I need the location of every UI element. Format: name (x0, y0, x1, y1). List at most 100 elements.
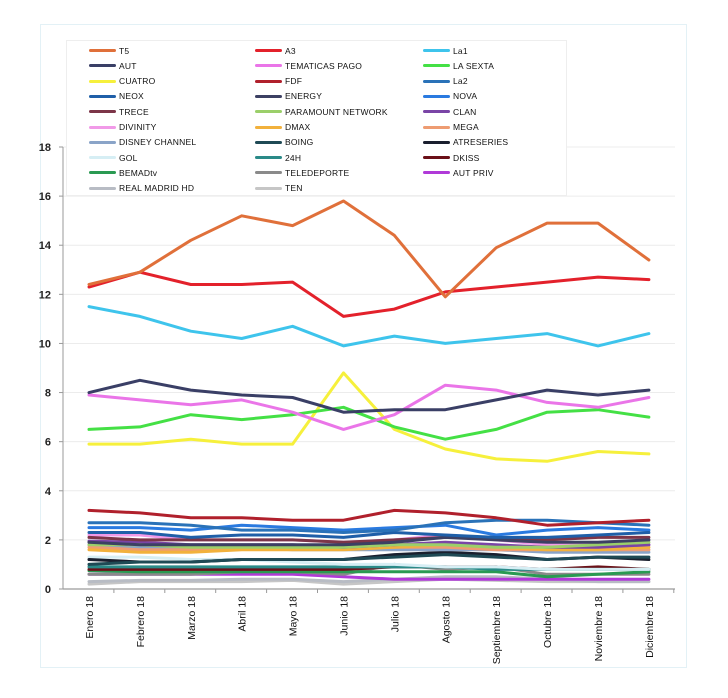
legend-item: DKISS (423, 150, 480, 165)
legend-swatch (423, 64, 450, 68)
series-line-la-sexta (87, 405, 651, 441)
legend-item: 24H (255, 150, 301, 165)
legend-label: CLAN (453, 106, 477, 117)
legend-label: PARAMOUNT NETWORK (285, 106, 388, 117)
legend-item: ENERGY (255, 89, 322, 104)
legend-item: DMAX (255, 120, 310, 135)
legend-item: A3 (255, 43, 296, 58)
y-tick-label: 0 (45, 584, 51, 596)
series-line-la2 (87, 518, 651, 534)
legend-label: ENERGY (285, 91, 323, 102)
x-tick-label: Mayo 18 (288, 596, 300, 636)
legend-item: La1 (423, 43, 468, 58)
legend-label: NOVA (453, 91, 478, 102)
y-tick-label: 6 (45, 437, 51, 449)
legend-label: TRECE (119, 106, 149, 117)
series-line-gol (87, 555, 651, 571)
x-tick-label: Noviembre 18 (593, 596, 605, 662)
x-tick-labels: Enero 18 Febrero 18 Marzo 18 Abril 18 Mayo 1… (84, 596, 656, 664)
series-line-t5 (87, 199, 651, 299)
legend-label: CUATRO (119, 76, 156, 87)
x-tick-label: Junio 18 (339, 596, 351, 636)
legend-item: TEN (255, 181, 303, 196)
series-line-la1 (87, 305, 651, 348)
legend-item: AUT PRIV (423, 165, 494, 180)
y-tick-label: 2 (45, 535, 51, 547)
legend-label: AUT PRIV (453, 167, 494, 178)
y-tick-label: 12 (39, 289, 51, 301)
x-tick-label: Septiembre 18 (491, 596, 503, 664)
legend-swatch (89, 110, 116, 114)
legend-swatch (423, 110, 450, 114)
legend-label: TELEDEPORTE (285, 167, 350, 178)
legend-label: La1 (453, 45, 468, 56)
y-tick-label: 4 (45, 486, 52, 498)
legend-swatch (423, 171, 450, 175)
y-tick-labels: 0 2 4 6 8 10 12 14 16 18 (39, 142, 52, 596)
series-line-fdf (87, 508, 651, 527)
legend-swatch (255, 125, 282, 129)
x-tick-label: Marzo 18 (186, 596, 198, 640)
x-tick-label: Octubre 18 (542, 596, 554, 648)
legend-label: La2 (453, 76, 468, 87)
x-tick-label: Febrero 18 (135, 596, 147, 648)
legend-item: AUT (89, 58, 137, 73)
legend-swatch (423, 94, 450, 98)
series-line-energy (87, 535, 651, 547)
legend-swatch (89, 156, 116, 160)
y-tick-label: 18 (39, 142, 51, 154)
legend-swatch (255, 156, 282, 160)
y-tick-label: 14 (39, 240, 52, 252)
legend-item: LA SEXTA (423, 58, 494, 73)
legend-label: DMAX (285, 122, 311, 132)
legend-label: GOL (119, 152, 138, 163)
legend-item: PARAMOUNT NETWORK (255, 104, 388, 119)
legend-label: REAL MADRID HD (119, 183, 195, 194)
legend-item: GOL (89, 150, 138, 165)
legend-swatch (255, 49, 282, 52)
legend-label: MEGA (453, 122, 479, 132)
series-line-dmax (87, 543, 651, 554)
legend-swatch (255, 186, 282, 190)
series-line-boing (87, 553, 651, 566)
series-line-a3 (87, 270, 651, 318)
legend-label: NEOX (119, 91, 144, 102)
legend-swatch (423, 140, 450, 144)
x-tick-label: Julio 18 (389, 596, 401, 632)
series-line-trece (87, 535, 651, 544)
y-tick-label: 10 (39, 338, 51, 350)
legend-item: TELEDEPORTE (255, 165, 349, 180)
legend-swatch (423, 156, 450, 160)
legend-item: MEGA (423, 120, 479, 135)
series-line-neox (87, 531, 651, 539)
series-lines (87, 199, 651, 586)
legend-item: CUATRO (89, 74, 155, 89)
legend-item: FDF (255, 74, 302, 89)
y-tick-label: 16 (39, 191, 51, 203)
x-tick-label: Agosto 18 (440, 596, 452, 643)
legend-label: TEN (285, 183, 303, 194)
x-tick-label: Diciembre 18 (644, 596, 656, 658)
legend-label: DIVINITY (119, 122, 157, 132)
legend-swatch (89, 140, 116, 144)
legend-item: REAL MADRID HD (89, 181, 194, 196)
axes (59, 146, 675, 593)
legend-item: T5 (89, 43, 129, 58)
legend-item: ATRESERIES (423, 135, 508, 150)
legend-swatch (423, 79, 450, 83)
y-tick-label: 8 (45, 388, 51, 400)
legend-swatch (89, 94, 116, 98)
legend-swatch (89, 171, 116, 175)
series-line-nova (87, 523, 651, 537)
legend-swatch (423, 49, 450, 52)
legend-swatch (255, 140, 282, 144)
legend-swatch (255, 110, 282, 114)
legend-item: BEMADtv (89, 165, 157, 180)
legend-swatch (423, 125, 450, 129)
legend: T5 A3 La1 AUT TEMATICAS PAGO LA SEXTA CUATRO FD… (66, 40, 567, 196)
legend-swatch (89, 79, 116, 83)
legend-label: BEMADtv (119, 167, 158, 178)
series-line-cuatro (87, 371, 651, 463)
legend-swatch (255, 94, 282, 98)
legend-label: DISNEY CHANNEL (119, 137, 197, 148)
